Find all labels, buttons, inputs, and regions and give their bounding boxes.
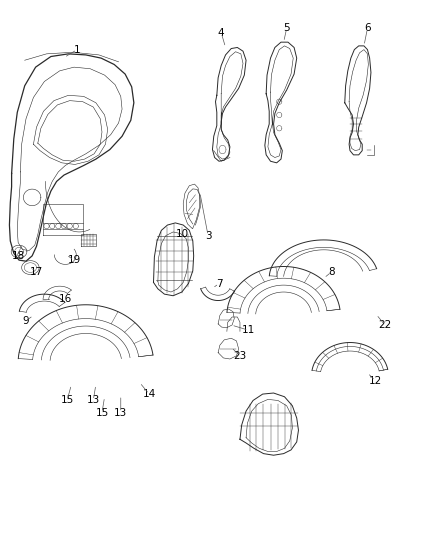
Text: 10: 10 bbox=[175, 229, 188, 239]
Text: 1: 1 bbox=[74, 45, 81, 54]
Text: 12: 12 bbox=[369, 376, 382, 386]
Text: 15: 15 bbox=[95, 408, 109, 418]
Text: 14: 14 bbox=[142, 389, 156, 399]
Text: 11: 11 bbox=[242, 325, 255, 335]
Text: 13: 13 bbox=[114, 408, 127, 418]
Text: 5: 5 bbox=[283, 23, 290, 34]
Text: 9: 9 bbox=[23, 316, 29, 326]
Text: 16: 16 bbox=[59, 294, 72, 304]
Text: 19: 19 bbox=[67, 255, 81, 265]
Text: 22: 22 bbox=[378, 320, 392, 330]
Text: 4: 4 bbox=[218, 28, 225, 38]
Text: 8: 8 bbox=[328, 267, 335, 277]
Text: 17: 17 bbox=[30, 267, 43, 277]
Text: 23: 23 bbox=[233, 351, 247, 361]
Text: 18: 18 bbox=[11, 251, 25, 261]
Text: 15: 15 bbox=[60, 395, 74, 406]
Text: 7: 7 bbox=[215, 279, 223, 288]
Text: 13: 13 bbox=[87, 395, 100, 406]
Text: 6: 6 bbox=[364, 23, 371, 34]
Text: 3: 3 bbox=[205, 231, 212, 241]
